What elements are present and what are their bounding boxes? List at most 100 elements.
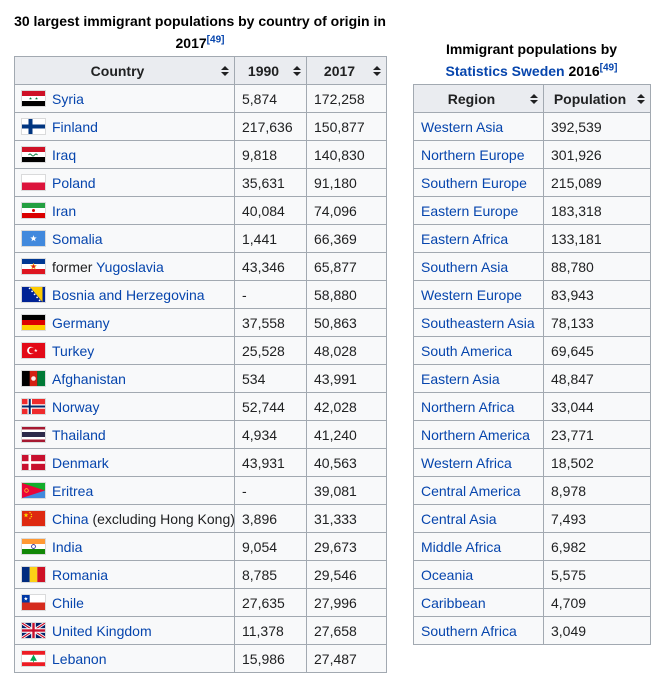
country-link[interactable]: Norway — [52, 398, 100, 415]
region-link[interactable]: Western Africa — [421, 454, 512, 471]
region-row: Western Africa 18,502 — [413, 448, 651, 477]
country-link[interactable]: Yugoslavia — [96, 258, 164, 275]
country-link[interactable]: Thailand — [52, 426, 106, 443]
region-link[interactable]: Oceania — [421, 566, 474, 583]
sort-header-2017[interactable]: 2017 — [306, 56, 387, 85]
region-row: Northern Europe 301,926 — [413, 140, 651, 169]
region-link[interactable]: Western Asia — [421, 118, 504, 135]
sort-header-population[interactable]: Population — [543, 84, 651, 113]
region-link[interactable]: Southern Europe — [421, 174, 527, 191]
flag-afghanistan-icon — [22, 370, 45, 386]
region-link[interactable]: Northern America — [421, 426, 530, 443]
1990-header-label: 1990 — [247, 62, 280, 79]
value-2017: 150,877 — [306, 112, 387, 141]
region-link[interactable]: Eastern Asia — [421, 370, 500, 387]
region-link[interactable]: Western Europe — [421, 286, 522, 303]
region-link[interactable]: Southern Asia — [421, 258, 509, 275]
region-link[interactable]: Eastern Africa — [421, 230, 509, 247]
country-link[interactable]: Afghanistan — [52, 370, 126, 387]
region-link[interactable]: South America — [421, 342, 513, 359]
region-cell: Western Africa — [413, 448, 544, 477]
country-cell: Iraq — [14, 140, 235, 169]
flag-iraq-icon — [22, 146, 45, 162]
country-row: Chile 27,635 27,996 — [14, 588, 387, 617]
flag-norway-icon — [22, 398, 45, 414]
value-2017: 39,081 — [306, 476, 387, 505]
left-table-caption: 30 largest immigrant populations by coun… — [9, 10, 391, 54]
country-link[interactable]: Iraq — [52, 146, 77, 163]
country-link[interactable]: Lebanon — [52, 650, 107, 667]
country-link[interactable]: Somalia — [52, 230, 103, 247]
region-link[interactable]: Eastern Europe — [421, 202, 519, 219]
country-link[interactable]: India — [52, 538, 83, 555]
country-cell: China (excluding Hong Kong) — [14, 504, 235, 533]
countries-table: Country 1990 2017 Syria 5,874 172,258 Finla… — [14, 56, 387, 673]
country-link[interactable]: United Kingdom — [52, 622, 152, 639]
country-link[interactable]: Finland — [52, 118, 98, 135]
population-value: 8,978 — [543, 476, 651, 505]
region-cell: South America — [413, 336, 544, 365]
country-prefix-text: former — [52, 258, 97, 275]
flag-bosnia-icon — [22, 286, 45, 302]
country-row: Bosnia and Herzegovina -58,880 — [14, 280, 387, 309]
region-link[interactable]: Northern Africa — [421, 398, 515, 415]
value-1990: 11,378 — [234, 616, 307, 645]
region-cell: Southern Europe — [413, 168, 544, 197]
value-1990: 9,818 — [234, 140, 307, 169]
population-value: 48,847 — [543, 364, 651, 393]
sort-header-country[interactable]: Country — [14, 56, 235, 85]
region-row: Northern Africa 33,044 — [413, 392, 651, 421]
region-row: Eastern Europe 183,318 — [413, 196, 651, 225]
country-row: Eritrea -39,081 — [14, 476, 387, 505]
country-row: Turkey 25,528 48,028 — [14, 336, 387, 365]
country-link[interactable]: China — [52, 510, 89, 527]
region-link[interactable]: Southern Africa — [421, 622, 517, 639]
region-link[interactable]: Central Asia — [421, 510, 497, 527]
sort-header-region[interactable]: Region — [413, 84, 544, 113]
country-link[interactable]: Eritrea — [52, 482, 94, 499]
country-link[interactable]: Bosnia and Herzegovina — [52, 286, 205, 303]
country-link[interactable]: Germany — [52, 314, 110, 331]
reference-49-link[interactable]: [49] — [599, 62, 618, 74]
region-row: Caribbean 4,709 — [413, 588, 651, 617]
value-1990: - — [234, 476, 307, 505]
country-link[interactable]: Iran — [52, 202, 77, 219]
value-2017: 40,563 — [306, 448, 387, 477]
value-1990: 43,931 — [234, 448, 307, 477]
sort-header-1990[interactable]: 1990 — [234, 56, 307, 85]
region-link[interactable]: Caribbean — [421, 594, 486, 611]
population-value: 215,089 — [543, 168, 651, 197]
country-link[interactable]: Turkey — [52, 342, 95, 359]
2017-header-label: 2017 — [323, 62, 356, 79]
value-2017: 27,996 — [306, 588, 387, 617]
sort-icon — [636, 94, 645, 104]
right-caption-reference: [49] — [600, 62, 618, 73]
country-link[interactable]: Romania — [52, 566, 109, 583]
region-cell: Northern Europe — [413, 140, 544, 169]
region-row: Middle Africa 6,982 — [413, 532, 651, 561]
reference-49-link[interactable]: [49] — [206, 34, 225, 46]
flag-finland-icon — [22, 118, 45, 134]
region-link[interactable]: Northern Europe — [421, 146, 525, 163]
statistics-sweden-link[interactable]: Statistics Sweden — [445, 63, 565, 79]
flag-eritrea-icon — [22, 482, 45, 498]
region-link[interactable]: Central America — [421, 482, 521, 499]
country-row: Thailand 4,934 41,240 — [14, 420, 387, 449]
value-1990: - — [234, 280, 307, 309]
region-row: Central Asia 7,493 — [413, 504, 651, 533]
population-value: 33,044 — [543, 392, 651, 421]
country-link[interactable]: Poland — [52, 174, 96, 191]
left-table-caption-text: 30 largest immigrant populations by coun… — [14, 13, 386, 51]
country-row: Somalia 1,441 66,369 — [14, 224, 387, 253]
flag-turkey-icon — [22, 342, 45, 358]
region-link[interactable]: Southeastern Asia — [421, 314, 535, 331]
population-value: 69,645 — [543, 336, 651, 365]
value-1990: 4,934 — [234, 420, 307, 449]
regions-table: Region Population Western Asia 392,539 Nor… — [413, 84, 651, 645]
country-link[interactable]: Syria — [52, 90, 84, 107]
country-link[interactable]: Chile — [52, 594, 84, 611]
region-cell: Eastern Europe — [413, 196, 544, 225]
value-2017: 29,546 — [306, 560, 387, 589]
country-link[interactable]: Denmark — [52, 454, 109, 471]
region-link[interactable]: Middle Africa — [421, 538, 502, 555]
